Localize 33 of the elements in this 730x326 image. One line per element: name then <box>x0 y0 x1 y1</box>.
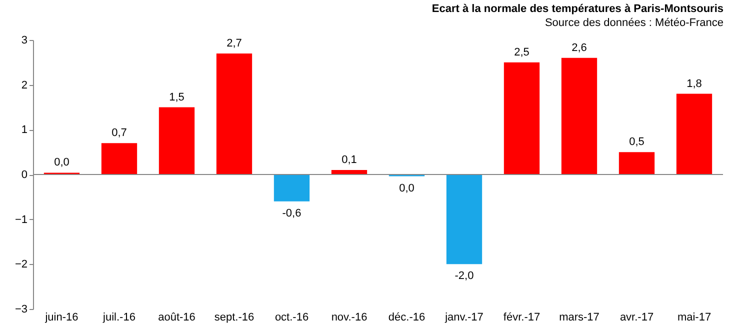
y-tick-label: −2 <box>14 258 28 271</box>
x-tick-label: févr.-17 <box>503 312 540 324</box>
data-label: 2,5 <box>514 46 530 58</box>
y-tick-label: −3 <box>14 304 28 316</box>
data-label: 0,0 <box>399 182 414 194</box>
x-tick-label: mars-17 <box>559 312 600 324</box>
y-tick-label: −1 <box>14 214 28 226</box>
y-tick-label: 0 <box>21 169 28 181</box>
data-label: -0,6 <box>282 207 302 220</box>
data-label: 0,0 <box>54 156 70 169</box>
data-label: 0,7 <box>112 127 127 140</box>
data-label: -2,0 <box>454 270 474 282</box>
y-tick-label: 2 <box>21 79 28 92</box>
chart-subtitle: Source des données : Météo-France <box>544 17 724 29</box>
data-label: 0,1 <box>342 154 357 166</box>
y-tick-label: 1 <box>21 124 28 136</box>
y-tick-label: 3 <box>21 34 28 46</box>
x-tick-label: nov.-16 <box>331 312 368 324</box>
x-tick-label: janv.-17 <box>444 312 484 324</box>
x-tick-label: sept.-16 <box>214 312 254 324</box>
x-tick-label: oct.-16 <box>274 312 309 324</box>
chart-title: Ecart à la normale des températures à Paris-Montsouris <box>432 3 724 15</box>
x-tick-label: juin-16 <box>44 312 78 324</box>
data-label: 0,5 <box>629 136 644 148</box>
data-label: 1,5 <box>169 91 184 104</box>
x-tick-label: avr.-17 <box>620 312 654 324</box>
x-tick-label: mai-17 <box>677 312 712 324</box>
data-label: 2,6 <box>572 42 587 54</box>
data-label: 2,7 <box>226 37 242 50</box>
x-tick-label: juil.-16 <box>102 312 136 324</box>
x-tick-label: déc.-16 <box>388 312 426 324</box>
x-tick-label: août-16 <box>158 312 196 324</box>
data-label: 1,8 <box>686 78 702 90</box>
